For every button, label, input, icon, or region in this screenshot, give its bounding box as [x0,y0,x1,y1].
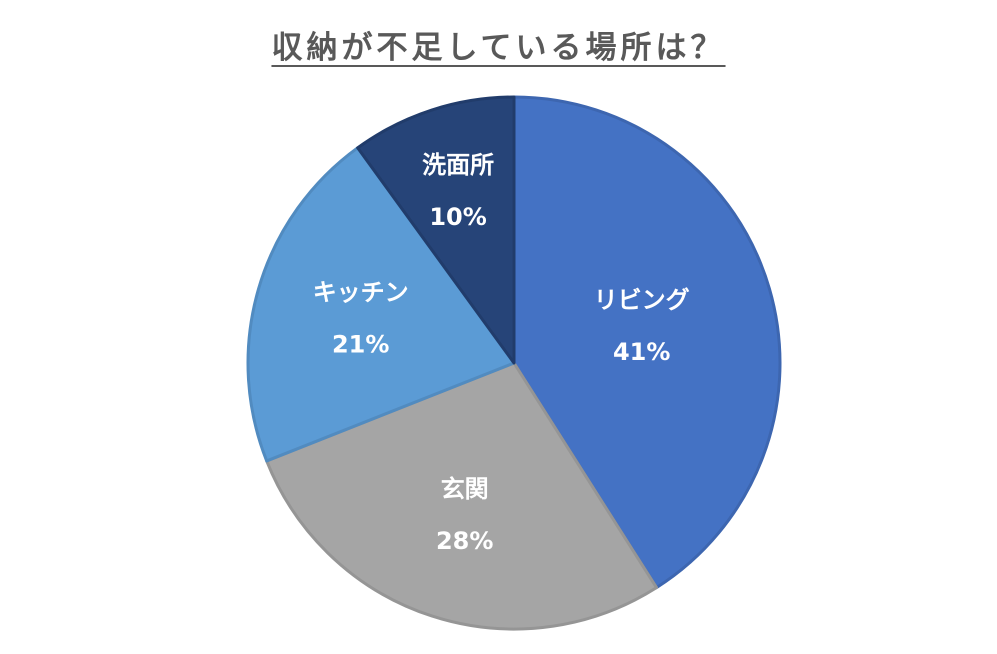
slice-category-label: キッチン [313,279,409,307]
slice-value-label: 10% [429,203,486,231]
pie-slice-2 [265,361,659,631]
slice-category-label: リビング [594,286,690,314]
slice-value-label: 21% [332,331,389,359]
pie-labels: リビング 41% 玄関 28% キッチン 21% 洗面所 10% [313,151,690,555]
pie-slice-1 [512,95,782,590]
slice-value-label: 28% [436,527,493,555]
slice-category-label: 玄関 [441,475,489,503]
slice-value-label: 41% [613,338,670,366]
slice-category-label: 洗面所 [422,151,494,179]
chart-title-container: 収納が不足している場所は？ [0,28,997,68]
pie-slice-3 [246,146,516,463]
chart-title: 収納が不足している場所は？ [271,30,726,66]
pie-slice-4 [356,95,516,365]
pie-slices [246,95,782,631]
